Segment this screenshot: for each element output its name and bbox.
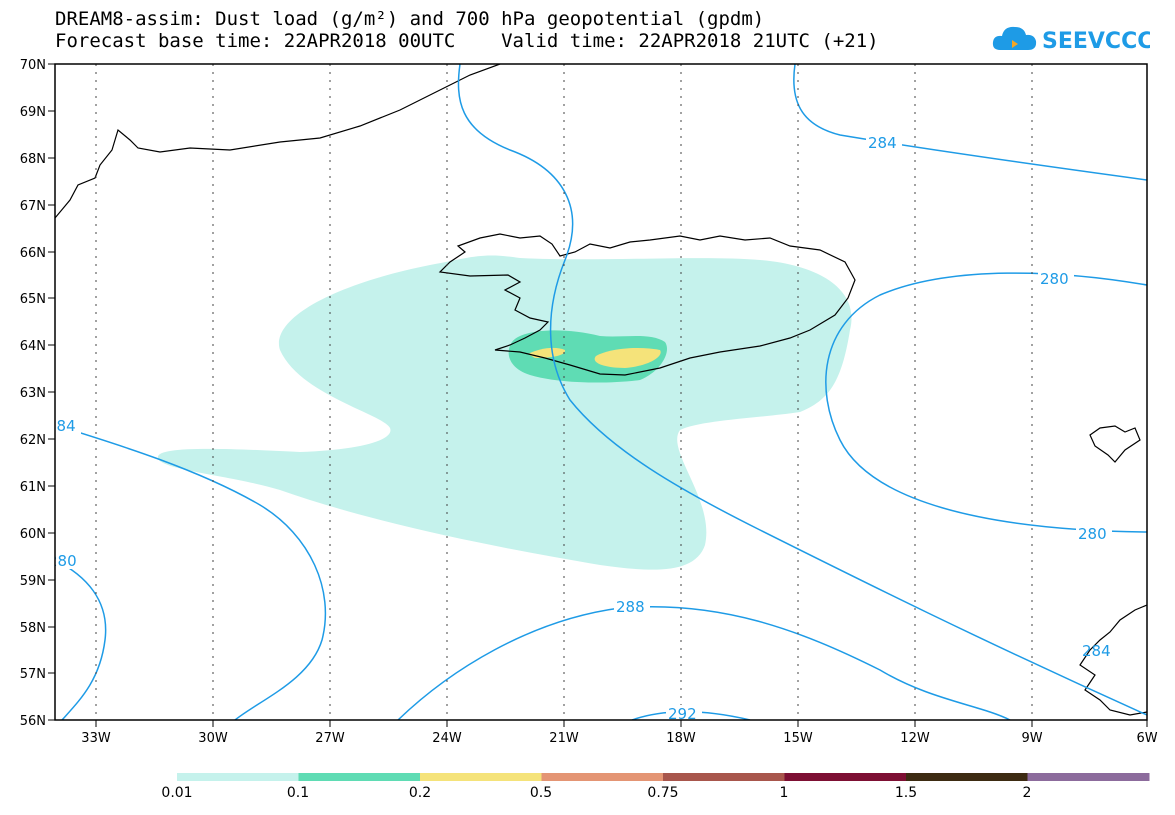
contour-labels: 284 280 280 288 292 284 xyxy=(614,134,1112,723)
lat-tick-label: 68N xyxy=(20,152,46,167)
dust-region-0.1 xyxy=(508,330,668,383)
contour-label: 280 xyxy=(1078,525,1107,543)
lat-tick-label: 57N xyxy=(20,667,46,682)
contour-line-284-north xyxy=(793,64,1147,181)
gridlines xyxy=(95,64,1033,720)
colorbar-label: 1.5 xyxy=(894,785,918,801)
colorbar-label: 0.01 xyxy=(161,785,193,801)
contour-label: 284 xyxy=(47,417,76,435)
dust-region-0.01 xyxy=(157,255,852,570)
lat-tick-label: 66N xyxy=(20,246,46,261)
colorbar-segment xyxy=(906,773,1028,781)
colorbar-label: 2 xyxy=(1022,785,1032,801)
colorbar-segment xyxy=(420,773,542,781)
faroe-islands-coastline xyxy=(1089,425,1141,463)
map-subtitle: Forecast base time: 22APR2018 00UTC Vali… xyxy=(55,30,879,52)
colorbar-label: 0.1 xyxy=(286,785,310,801)
lon-tick-label: 6W xyxy=(1136,731,1157,746)
logo-text: SEEVCCC xyxy=(1042,29,1150,54)
lon-tick-label: 12W xyxy=(900,731,930,746)
contour-label: 280 xyxy=(1040,270,1069,288)
lat-tick-label: 69N xyxy=(20,105,46,120)
colorbar-segment xyxy=(784,773,907,781)
lat-tick-label: 70N xyxy=(20,58,46,73)
contour-label: 284 xyxy=(1082,642,1111,660)
colorbar-label: 1 xyxy=(779,785,789,801)
colorbar-label: 0.5 xyxy=(529,785,553,801)
contour-label: 288 xyxy=(616,598,645,616)
coastlines xyxy=(55,64,1147,716)
lon-tick-label: 18W xyxy=(666,731,696,746)
iceland-coastline xyxy=(438,233,856,376)
dust-region-0.2 xyxy=(594,348,661,368)
lat-tick-label: 59N xyxy=(20,574,46,589)
colorbar-label: 0.2 xyxy=(408,785,432,801)
lat-tick-label: 62N xyxy=(20,433,46,448)
lat-tick-label: 63N xyxy=(20,386,46,401)
colorbar xyxy=(177,773,1150,781)
contour-label: 284 xyxy=(868,134,897,152)
contour-line-284-southwest xyxy=(55,424,327,720)
contour-label: 280 xyxy=(48,552,77,570)
longitude-axis: 33W 30W 27W 24W 21W 18W 15W 12W 9W 6W xyxy=(81,720,1158,746)
colorbar-segment xyxy=(298,773,421,781)
lon-tick-label: 24W xyxy=(432,731,462,746)
lat-tick-label: 64N xyxy=(20,339,46,354)
lat-tick-label: 60N xyxy=(20,527,46,542)
lat-tick-label: 61N xyxy=(20,480,46,495)
map-title: DREAM8-assim: Dust load (g/m²) and 700 h… xyxy=(55,8,765,30)
colorbar-segment xyxy=(177,773,299,781)
lon-tick-label: 21W xyxy=(549,731,579,746)
lat-tick-label: 58N xyxy=(20,621,46,636)
colorbar-segment xyxy=(541,773,664,781)
cloud-icon xyxy=(992,26,1037,50)
lon-tick-label: 15W xyxy=(783,731,813,746)
contour-label: 292 xyxy=(668,705,697,723)
lat-tick-label: 65N xyxy=(20,292,46,307)
dust-region-0.2 xyxy=(528,347,566,358)
lon-tick-label: 9W xyxy=(1021,731,1042,746)
contour-line-main-trough xyxy=(457,64,1147,716)
lon-tick-label: 30W xyxy=(198,731,228,746)
colorbar-segment xyxy=(1027,773,1150,781)
scotland-coastline xyxy=(1079,604,1147,716)
contour-line-280-southwest xyxy=(55,559,107,720)
latitude-axis: 70N 69N 68N 67N 66N 65N 64N 63N 62N 61N … xyxy=(20,58,55,729)
lon-tick-label: 33W xyxy=(81,731,111,746)
lat-tick-label: 56N xyxy=(20,714,46,729)
colorbar-label: 0.75 xyxy=(647,785,679,801)
seevccc-logo: SEEVCCC xyxy=(992,26,1150,54)
lat-tick-label: 67N xyxy=(20,199,46,214)
colorbar-segment xyxy=(663,773,785,781)
lon-tick-label: 27W xyxy=(315,731,345,746)
contour-line-288 xyxy=(397,605,1011,720)
greenland-coastline xyxy=(55,64,501,219)
contour-line-280-east xyxy=(825,272,1147,533)
